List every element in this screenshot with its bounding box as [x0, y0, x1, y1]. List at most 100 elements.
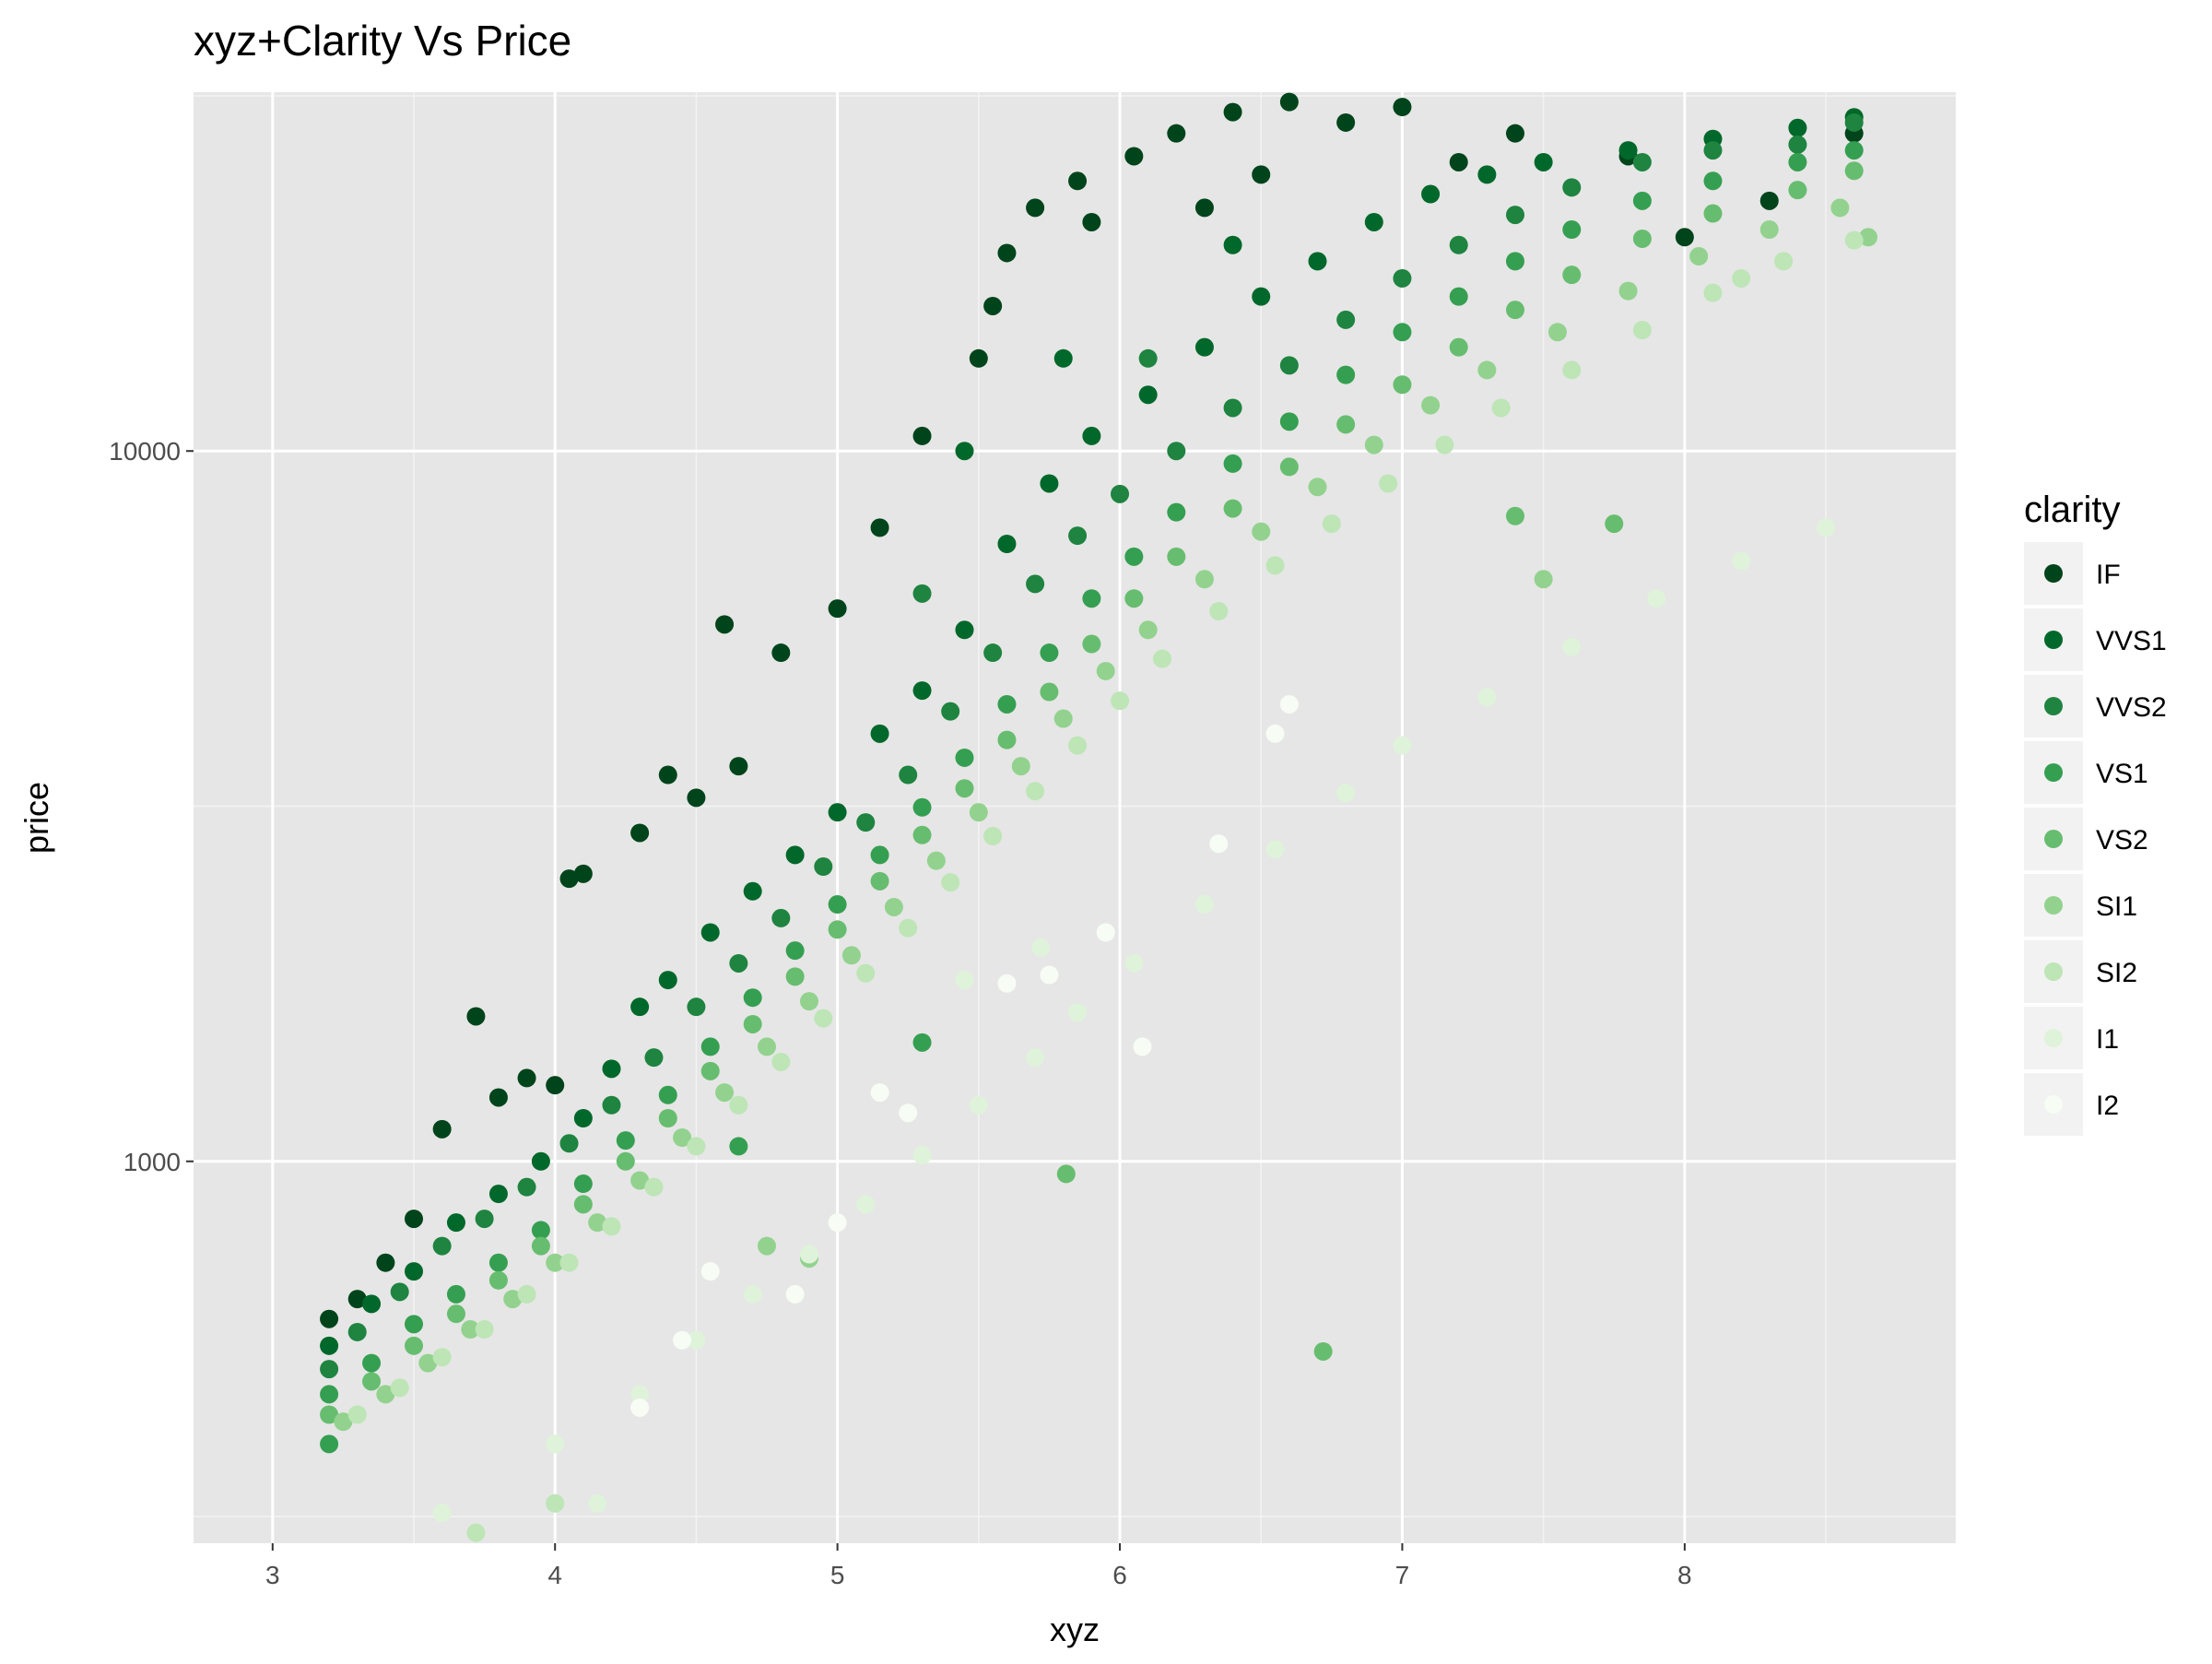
data-point — [320, 1434, 339, 1454]
legend-item-vvs1: VVS1 — [2024, 608, 2167, 671]
data-point — [673, 1330, 692, 1350]
legend-key-dot — [2044, 1095, 2063, 1114]
data-point — [405, 1315, 423, 1334]
data-point — [1506, 124, 1524, 143]
data-point — [870, 518, 889, 537]
data-point — [912, 681, 932, 701]
legend-item-vs2: VS2 — [2024, 808, 2148, 870]
data-point — [1031, 938, 1051, 957]
data-point — [1313, 1341, 1333, 1361]
data-point — [1703, 171, 1723, 191]
data-point — [1124, 589, 1144, 608]
data-point — [546, 1434, 565, 1454]
data-point — [828, 599, 847, 619]
data-point — [1506, 206, 1524, 225]
data-point — [1703, 141, 1723, 160]
data-point — [658, 971, 677, 990]
data-point — [743, 881, 762, 901]
data-point — [573, 1174, 593, 1194]
y-tick-label: 1000 — [124, 1148, 181, 1176]
data-point — [432, 1236, 452, 1256]
data-point — [1477, 688, 1497, 707]
data-point — [856, 813, 876, 832]
data-point — [602, 1095, 621, 1115]
data-point — [1393, 375, 1412, 395]
data-point — [446, 1284, 465, 1304]
x-tick-label: 4 — [547, 1561, 562, 1589]
data-point — [941, 873, 960, 892]
data-point — [983, 826, 1003, 845]
series-vvs2 — [320, 112, 1864, 1379]
data-point — [997, 974, 1017, 993]
data-point — [347, 1290, 367, 1309]
y-axis: 1000 10000 — [109, 437, 194, 1176]
data-point — [1082, 589, 1101, 608]
data-point — [983, 643, 1003, 663]
legend-key-dot — [2044, 1029, 2063, 1047]
data-point — [997, 243, 1017, 263]
data-point — [347, 1405, 367, 1424]
data-point — [466, 1523, 486, 1542]
data-point — [559, 1253, 579, 1272]
data-point — [1788, 181, 1807, 200]
data-point — [1336, 310, 1356, 329]
data-point — [1068, 526, 1088, 546]
data-point — [1336, 112, 1356, 132]
data-point — [1223, 235, 1242, 254]
x-tick-label: 8 — [1677, 1561, 1692, 1589]
data-point — [559, 1134, 579, 1153]
data-point — [771, 643, 791, 663]
data-point — [955, 748, 974, 767]
data-point — [1252, 287, 1271, 306]
data-point — [841, 946, 861, 965]
data-point — [1562, 360, 1582, 380]
data-point — [1124, 147, 1144, 166]
x-axis: 3 4 5 6 7 8 — [265, 1543, 1692, 1589]
data-point — [573, 1195, 593, 1214]
data-point — [1040, 474, 1059, 493]
data-point — [376, 1385, 395, 1404]
data-point — [799, 992, 818, 1011]
data-point — [588, 1213, 607, 1233]
data-point — [1279, 412, 1299, 431]
data-point — [828, 803, 847, 822]
data-point — [729, 1095, 748, 1115]
data-point — [573, 864, 593, 883]
legend-item-si1: SI1 — [2024, 874, 2137, 937]
data-point — [1111, 691, 1130, 711]
data-point — [814, 1009, 833, 1028]
legend-label: VVS2 — [2096, 692, 2167, 723]
data-point — [687, 1137, 706, 1156]
data-point — [1859, 228, 1878, 247]
data-point — [432, 1119, 452, 1139]
data-point — [488, 1270, 508, 1290]
data-point — [828, 895, 847, 915]
data-point — [1223, 499, 1242, 518]
data-point — [912, 1146, 932, 1165]
data-point — [1774, 252, 1794, 271]
data-point — [1223, 102, 1242, 122]
data-point — [1618, 141, 1638, 160]
data-point — [1675, 228, 1694, 247]
data-point — [715, 615, 735, 634]
data-point — [1703, 283, 1723, 302]
data-point — [1026, 574, 1045, 594]
data-point — [616, 1131, 635, 1151]
data-point — [1393, 98, 1412, 117]
data-point — [1421, 395, 1441, 415]
data-point — [870, 871, 889, 891]
x-tick-label: 7 — [1395, 1561, 1410, 1589]
data-point — [870, 1083, 889, 1103]
data-point — [1068, 736, 1088, 755]
data-point — [446, 1304, 465, 1324]
data-point — [1689, 246, 1709, 266]
series-si2 — [347, 230, 1864, 1542]
data-point — [1491, 398, 1511, 418]
data-points — [320, 92, 1878, 1542]
legend-label: SI1 — [2096, 891, 2137, 922]
data-point — [899, 1103, 918, 1123]
data-point — [517, 1068, 536, 1088]
plot-panel — [194, 92, 1956, 1543]
data-point — [1732, 268, 1751, 288]
data-point — [729, 1137, 748, 1156]
